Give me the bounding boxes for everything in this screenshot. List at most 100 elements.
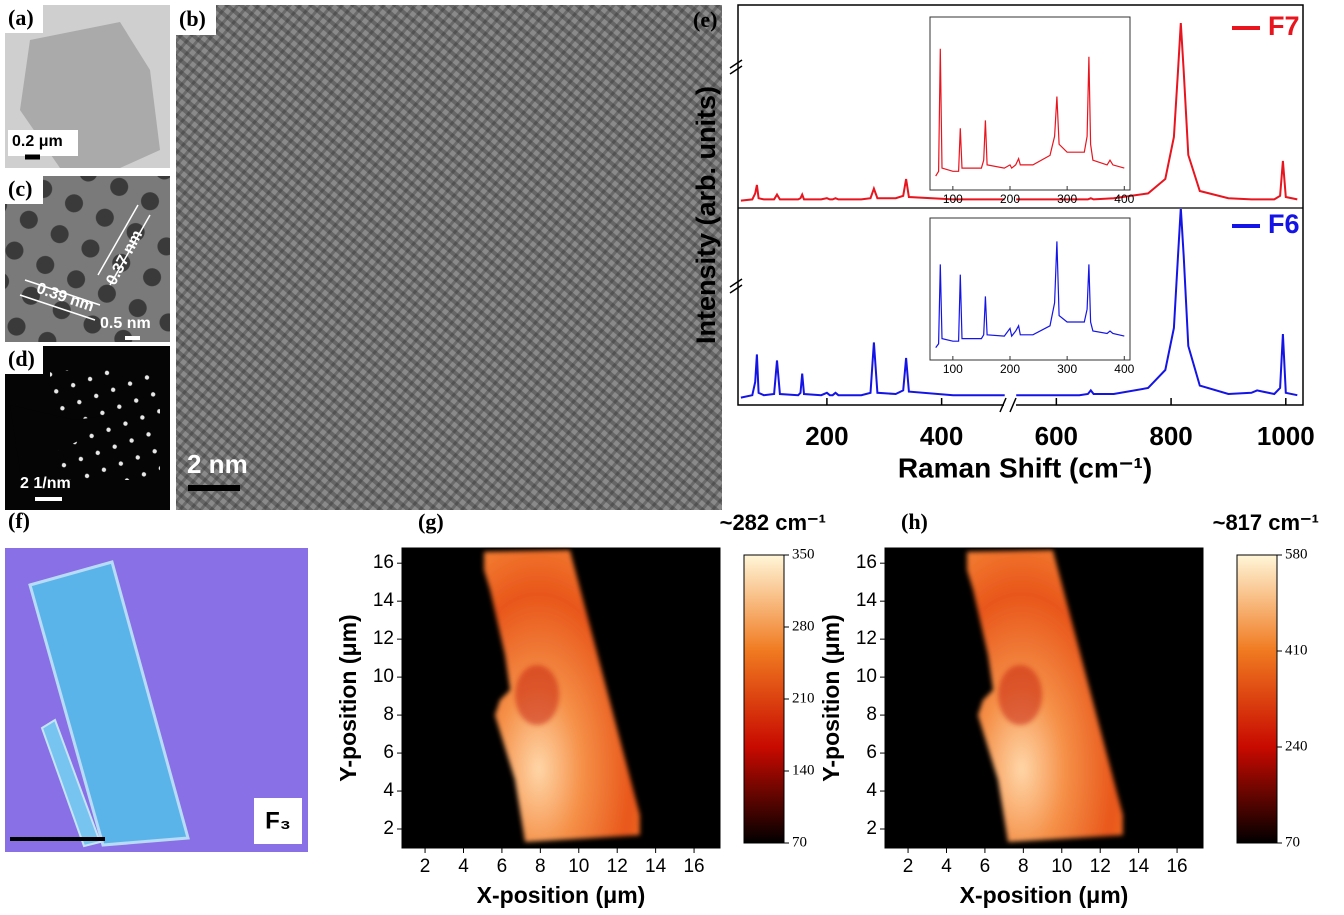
label-box bbox=[254, 798, 302, 844]
flake bbox=[28, 560, 190, 847]
inset-x-tick-label: 400 bbox=[1114, 192, 1134, 206]
panel-label: (a) bbox=[8, 5, 34, 30]
axis-break bbox=[729, 59, 743, 294]
spectrum-line bbox=[740, 22, 1298, 202]
y-axis-label: Y-position (μm) bbox=[818, 614, 844, 781]
y-tick-label: 16 bbox=[373, 552, 394, 573]
x-tick-label: 2 bbox=[903, 856, 914, 877]
panel-d: (d) 2 1/nm bbox=[5, 346, 170, 510]
x-tick-label: 10 bbox=[568, 856, 589, 877]
panel-f: (f) F₃ bbox=[5, 508, 308, 852]
colorbar-tick-label: 70 bbox=[792, 834, 807, 850]
map-hotspot bbox=[515, 665, 560, 725]
label-box bbox=[5, 346, 43, 374]
scale-bar-label: 2 1/nm bbox=[20, 475, 71, 492]
y-tick-label: 2 bbox=[383, 818, 394, 839]
x-tick-label: 16 bbox=[683, 856, 704, 877]
colorbar bbox=[1236, 554, 1278, 844]
y-tick-label: 4 bbox=[866, 780, 877, 801]
y-tick-label: 6 bbox=[866, 742, 877, 763]
colorbar-tick-label: 410 bbox=[1285, 642, 1308, 658]
inset-x-tick-label: 200 bbox=[1000, 362, 1020, 376]
x-tick-label: 14 bbox=[1128, 856, 1150, 877]
inset-x-tick-label: 300 bbox=[1057, 362, 1077, 376]
panel-c: (c) 0.37 nm 0.39 nm 0.5 nm bbox=[5, 176, 170, 342]
sample-label: F₃ bbox=[265, 807, 291, 834]
x-tick-label: 6 bbox=[497, 856, 508, 877]
inset-frame bbox=[929, 217, 1131, 361]
x-tick-label: 400 bbox=[920, 421, 963, 451]
legend-label: F6 bbox=[1268, 209, 1300, 239]
x-tick-label: 16 bbox=[1166, 856, 1187, 877]
colorbar-tick-label: 140 bbox=[792, 762, 815, 778]
x-tick-label: 6 bbox=[980, 856, 991, 877]
x-tick-label: 800 bbox=[1149, 421, 1192, 451]
y-axis-label: Intensity (arb. units) bbox=[691, 86, 721, 344]
scale-bar-label: 0.5 nm bbox=[100, 315, 151, 332]
y-tick-label: 2 bbox=[866, 818, 877, 839]
label-box bbox=[8, 130, 78, 156]
flake-map bbox=[484, 550, 640, 842]
panel-label: (f) bbox=[8, 508, 30, 533]
panel-label: (b) bbox=[179, 6, 206, 31]
inset-spectrum-line bbox=[935, 48, 1125, 177]
panel-e bbox=[729, 4, 1304, 413]
y-tick-label: 6 bbox=[383, 742, 394, 763]
panel-label: (h) bbox=[901, 509, 928, 534]
axis-break bbox=[999, 397, 1017, 413]
y-tick-label: 10 bbox=[373, 666, 394, 687]
guide-line bbox=[109, 214, 151, 286]
y-tick-label: 16 bbox=[856, 552, 877, 573]
x-axis-label: Raman Shift (cm⁻¹) bbox=[898, 452, 1152, 483]
scale-bar-label: 0.2 μm bbox=[12, 133, 63, 150]
panel-label: (c) bbox=[8, 176, 32, 201]
x-tick-label: 2 bbox=[420, 856, 431, 877]
panel-label: (d) bbox=[8, 346, 35, 371]
y-tick-label: 8 bbox=[383, 704, 394, 725]
x-tick-label: 12 bbox=[1090, 856, 1111, 877]
x-tick-label: 8 bbox=[535, 856, 546, 877]
panel-a: (a) 0.2 μm bbox=[5, 5, 170, 168]
plot-frame bbox=[737, 4, 1304, 406]
y-tick-label: 8 bbox=[866, 704, 877, 725]
inset-x-tick-label: 300 bbox=[1057, 192, 1077, 206]
inset-x-tick-label: 100 bbox=[943, 192, 963, 206]
x-tick-label: 4 bbox=[458, 856, 469, 877]
x-axis-label: X-position (μm) bbox=[477, 882, 646, 908]
y-tick-label: 12 bbox=[856, 628, 877, 649]
colorbar-tick-label: 210 bbox=[792, 690, 815, 706]
x-tick-label: 14 bbox=[645, 856, 667, 877]
colorbar-tick-label: 580 bbox=[1285, 546, 1308, 562]
flake bbox=[40, 718, 102, 848]
x-tick-label: 600 bbox=[1035, 421, 1078, 451]
x-tick-label: 1000 bbox=[1257, 421, 1315, 451]
x-tick-label: 200 bbox=[805, 421, 848, 451]
colorbar-tick-label: 240 bbox=[1285, 738, 1308, 754]
panel-label: (g) bbox=[418, 509, 444, 534]
panel-label: (e) bbox=[693, 7, 717, 32]
map-frame bbox=[401, 547, 721, 849]
map-frame bbox=[884, 547, 1204, 849]
scale-bar-label: 2 nm bbox=[187, 449, 248, 479]
inset-frame bbox=[929, 16, 1131, 191]
axis-break bbox=[1004, 398, 1016, 412]
guide-line bbox=[24, 279, 101, 306]
colorbar-tick-label: 350 bbox=[792, 546, 815, 562]
flake-map bbox=[967, 550, 1123, 842]
colorbar bbox=[743, 554, 785, 844]
y-tick-label: 14 bbox=[856, 590, 878, 611]
lattice bbox=[176, 5, 722, 510]
inset-x-tick-label: 400 bbox=[1114, 362, 1134, 376]
inset-spectrum-line bbox=[935, 241, 1125, 348]
spectrum-line bbox=[740, 209, 1298, 399]
y-axis-label: Y-position (μm) bbox=[335, 614, 361, 781]
panel-b: (b) 2 nm bbox=[176, 5, 722, 510]
label-box bbox=[176, 5, 216, 35]
inset-x-tick-label: 200 bbox=[1000, 192, 1020, 206]
x-tick-label: 8 bbox=[1018, 856, 1029, 877]
y-tick-label: 4 bbox=[383, 780, 394, 801]
map-hotspot bbox=[998, 665, 1043, 725]
beam-stop bbox=[10, 405, 110, 470]
label-box bbox=[5, 5, 43, 33]
